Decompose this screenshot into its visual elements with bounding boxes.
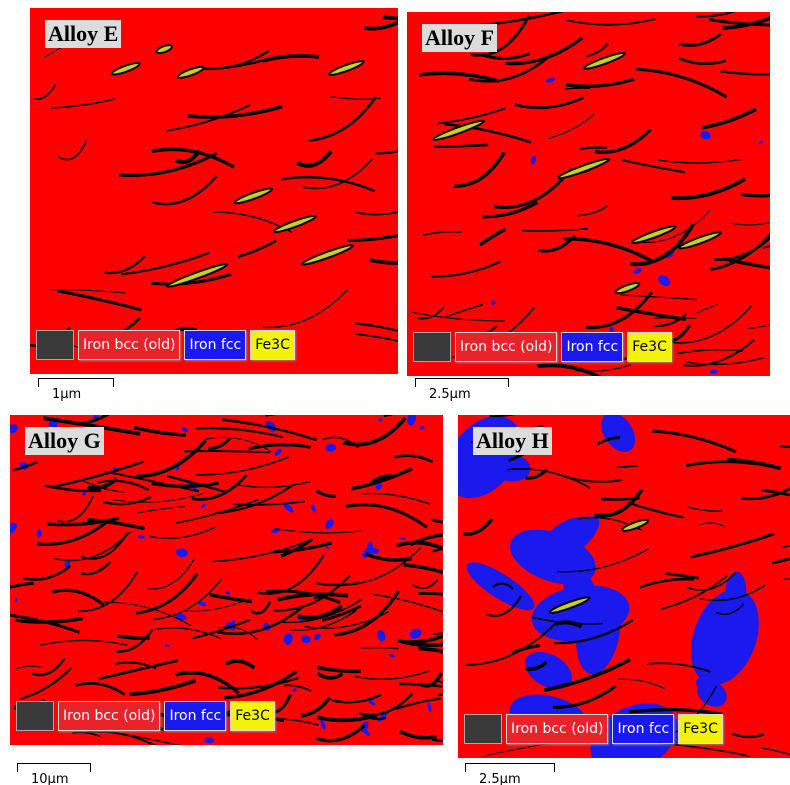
phase-map <box>30 8 398 374</box>
scale-bar <box>38 378 114 387</box>
scale-bar-label: 2.5µm <box>479 772 521 785</box>
legend-entry: Fe3C <box>627 332 672 362</box>
phase-map <box>458 415 790 758</box>
bcc-region <box>30 8 398 374</box>
phase-map <box>10 415 443 745</box>
phase-map-panel: Alloy H Iron bcc (old)Iron fccFe3C <box>458 415 790 758</box>
legend: Iron bcc (old)Iron fccFe3C <box>36 330 295 360</box>
legend-entry: Iron bcc (old) <box>78 330 180 360</box>
scale-bar-label: 1µm <box>52 387 81 402</box>
legend: Iron bcc (old)Iron fccFe3C <box>413 332 672 362</box>
alloy-label: Alloy E <box>45 20 121 48</box>
axis-icon <box>16 701 54 731</box>
legend: Iron bcc (old)Iron fccFe3C <box>464 714 723 744</box>
legend-entry: Fe3C <box>230 701 275 731</box>
boundary <box>580 148 607 149</box>
alloy-label: Alloy G <box>25 427 104 455</box>
legend-entry: Iron fcc <box>164 701 226 731</box>
legend-entry: Iron fcc <box>561 332 623 362</box>
scale-bar <box>465 763 555 772</box>
scale-bar <box>415 378 509 387</box>
legend-entry: Iron bcc (old) <box>506 714 608 744</box>
figure: Alloy EIron bcc (old)Iron fccFe3C1µmAllo… <box>0 0 790 785</box>
scale-bar <box>17 763 91 772</box>
legend-entry: Iron fcc <box>184 330 246 360</box>
scale-bar-label: 10µm <box>31 772 68 785</box>
legend-entry: Iron bcc (old) <box>455 332 557 362</box>
fcc-region <box>325 444 336 452</box>
axis-icon <box>464 714 502 744</box>
axis-icon <box>36 330 74 360</box>
phase-map-panel: Alloy G Iron bcc (old)Iron fccFe3C <box>10 415 443 745</box>
boundary <box>438 694 443 695</box>
axis-icon <box>413 332 451 362</box>
scale-bar-label: 2.5µm <box>429 387 471 402</box>
legend: Iron bcc (old)Iron fccFe3C <box>16 701 275 731</box>
boundary <box>601 498 639 499</box>
alloy-label: Alloy H <box>473 427 552 455</box>
boundary <box>434 145 489 147</box>
alloy-label: Alloy F <box>422 24 497 52</box>
legend-entry: Iron bcc (old) <box>58 701 160 731</box>
legend-entry: Iron fcc <box>612 714 674 744</box>
phase-map <box>407 12 770 376</box>
legend-entry: Fe3C <box>250 330 295 360</box>
legend-entry: Fe3C <box>678 714 723 744</box>
phase-map-panel: Alloy E Iron bcc (old)Iron fccFe3C <box>30 8 398 374</box>
